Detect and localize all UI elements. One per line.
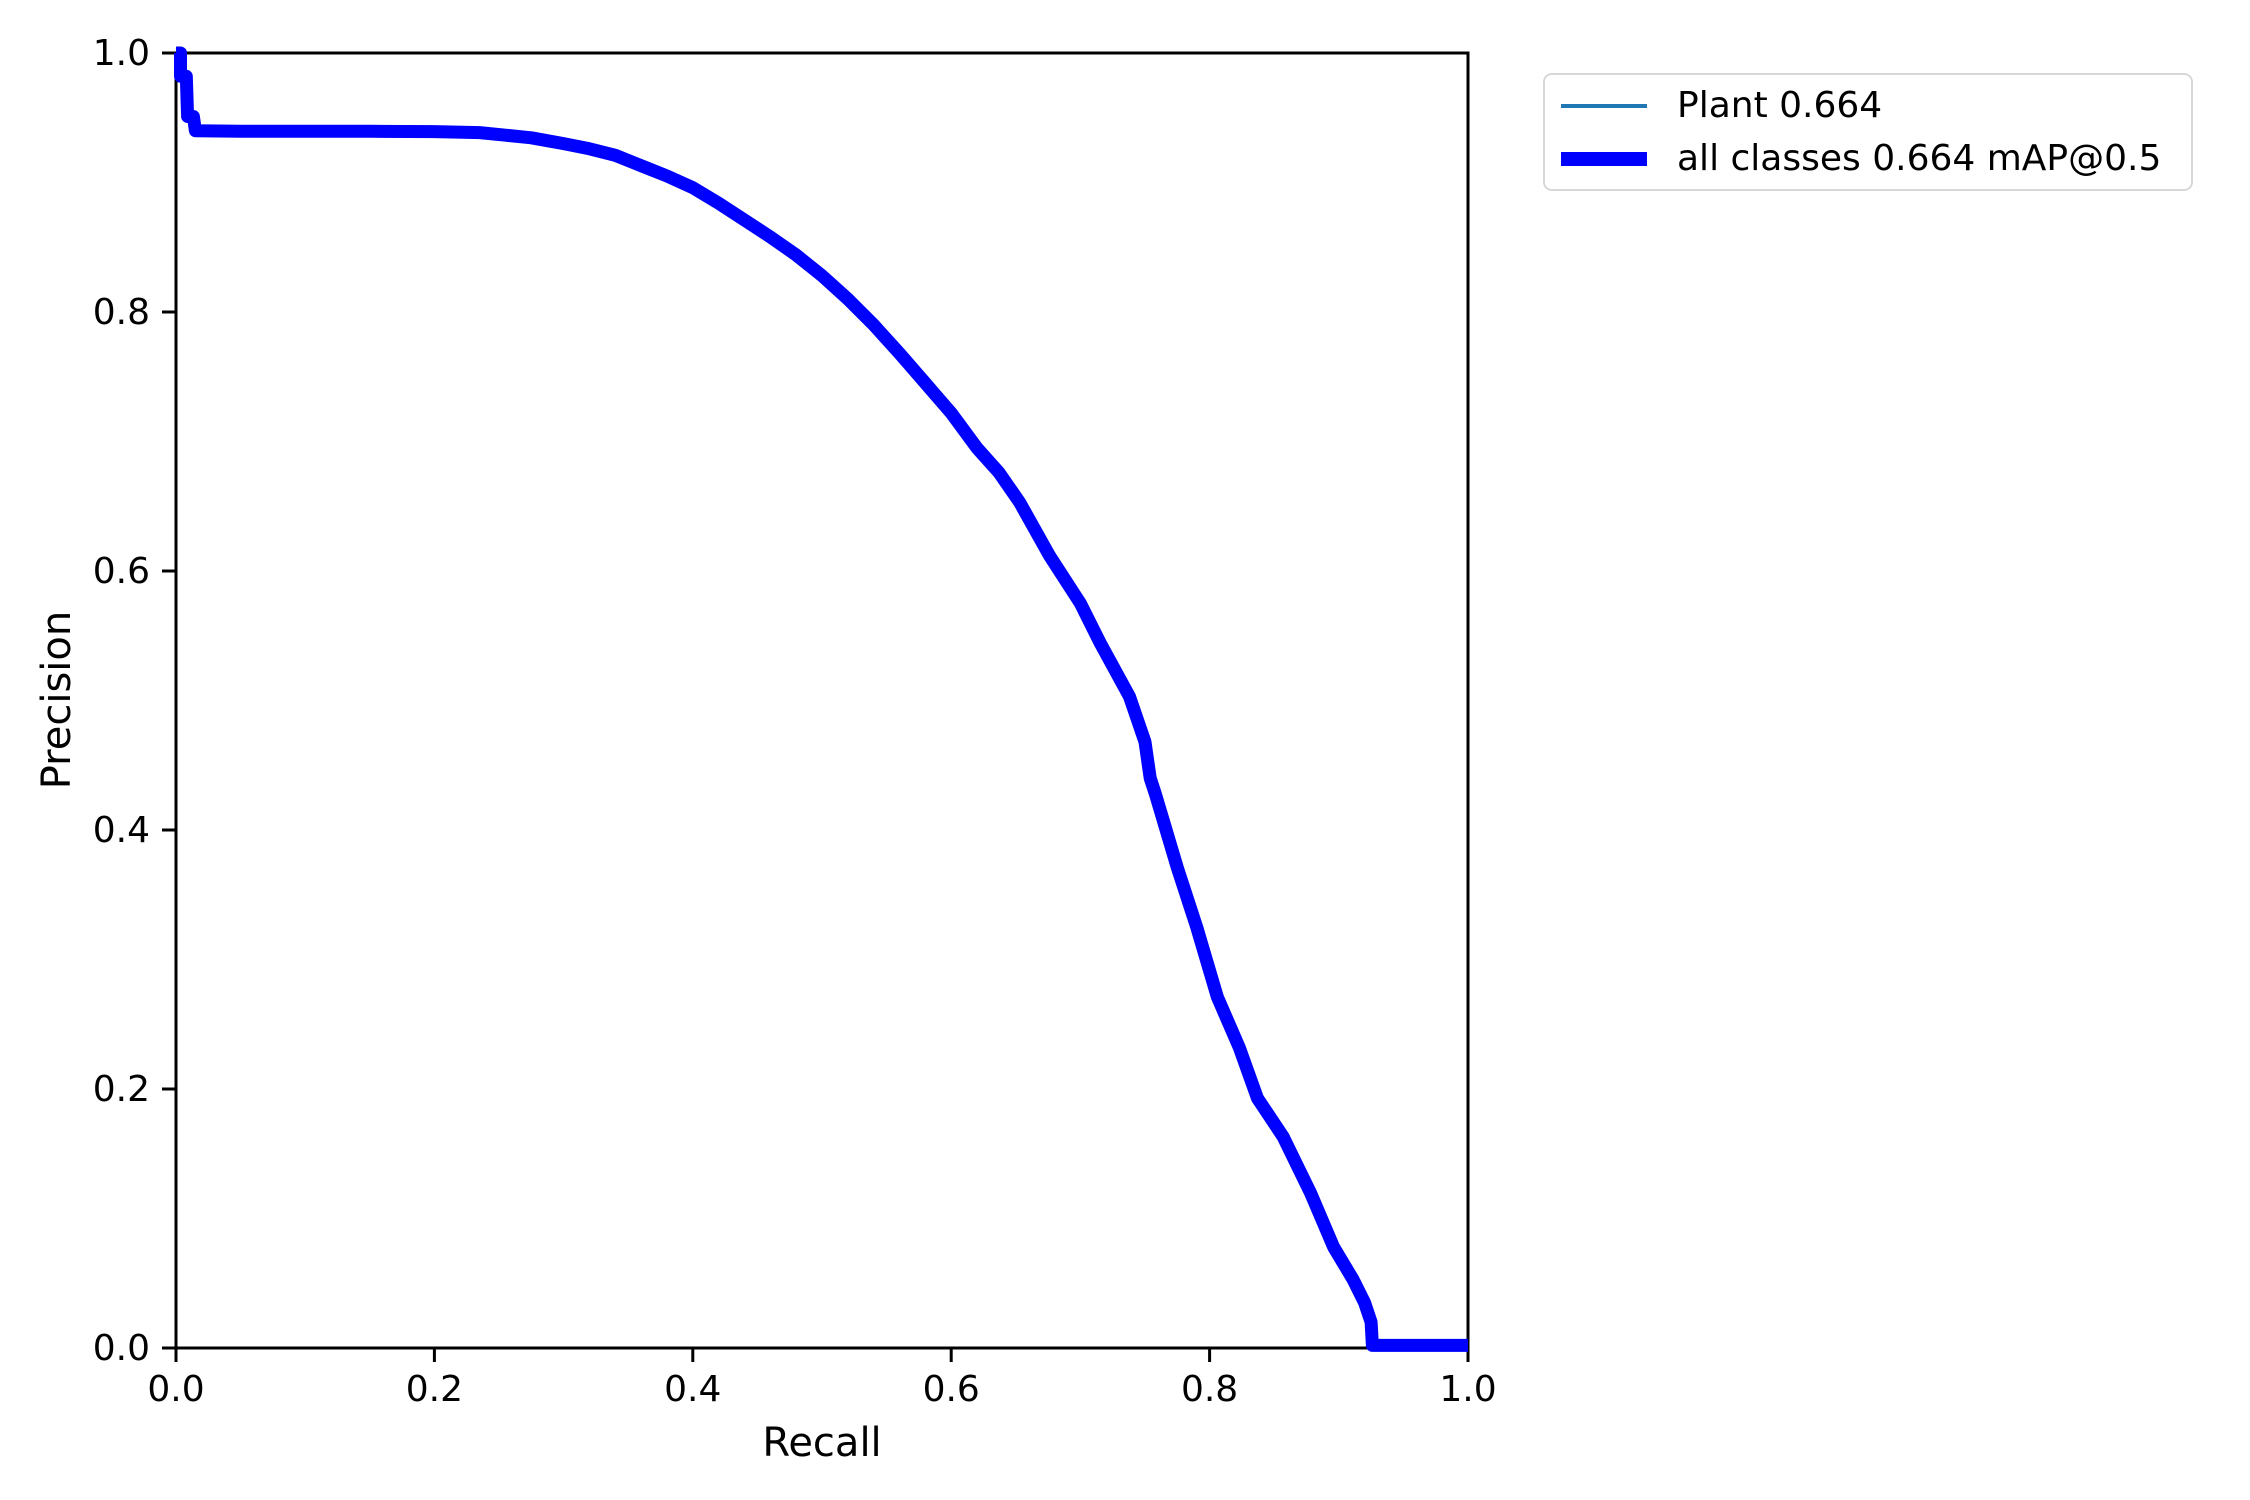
x-axis-label: Recall [762, 1420, 882, 1466]
pr-curve-0 [176, 51, 1468, 1348]
plot-box [174, 51, 1470, 1350]
legend-label-plant: Plant 0.664 [1677, 84, 1883, 126]
x-tick-label: 0.4 [664, 1369, 721, 1410]
legend-line-swatch-thick [1561, 151, 1647, 166]
x-tick-label: 0.8 [1181, 1369, 1238, 1410]
legend-label-all-classes: all classes 0.664 mAP@0.5 [1677, 137, 2162, 179]
pr-curve-1 [174, 46, 1468, 1352]
x-tick-label: 1.0 [1439, 1369, 1496, 1410]
y-tick-label: 0.6 [93, 551, 150, 592]
x-tick-label: 0.2 [406, 1369, 463, 1410]
y-tick-label: 0.0 [93, 1328, 150, 1369]
y-tick-label: 1.0 [93, 33, 150, 74]
y-tick-label: 0.4 [93, 810, 150, 851]
y-axis-label: Precision [34, 610, 80, 790]
legend-line-swatch-thin [1561, 103, 1647, 108]
legend-item-plant: Plant 0.664 [1561, 79, 2175, 132]
legend-item-all-classes: all classes 0.664 mAP@0.5 [1561, 132, 2175, 185]
y-tick-label: 0.8 [93, 292, 150, 333]
x-tick-label: 0.0 [147, 1369, 204, 1410]
legend: Plant 0.664 all classes 0.664 mAP@0.5 [1543, 73, 2193, 191]
y-tick-label: 0.2 [93, 1069, 150, 1110]
x-tick-label: 0.6 [923, 1369, 980, 1410]
